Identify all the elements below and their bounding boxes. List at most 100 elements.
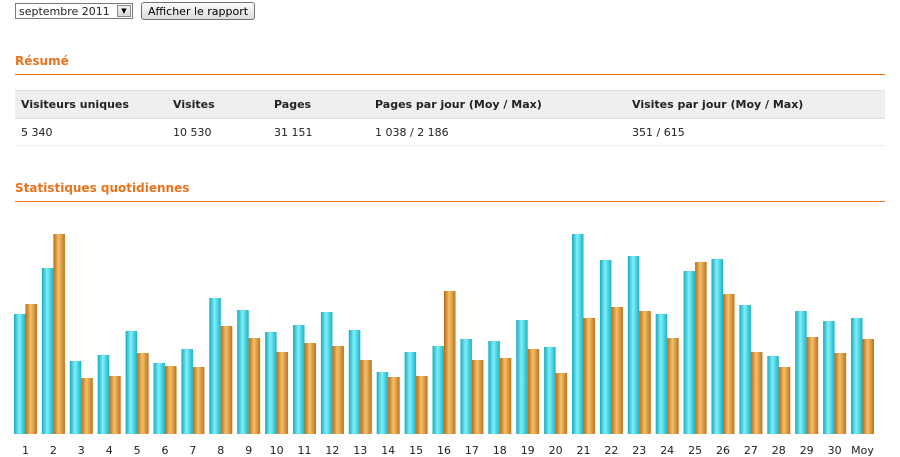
bar-5-series1 <box>125 331 138 434</box>
bar-18-series1 <box>488 341 500 434</box>
bar-26-series2 <box>723 294 735 434</box>
bar-11-series2 <box>304 343 316 434</box>
bar-15-series2 <box>416 376 428 434</box>
bar-10-series1 <box>265 332 277 434</box>
x-label-8: 8 <box>217 444 224 457</box>
x-label-20: 20 <box>549 444 563 457</box>
bar-24-series1 <box>655 314 668 434</box>
bar-13-series2 <box>360 360 372 434</box>
bar-17-series1 <box>460 339 472 434</box>
bar-27-series2 <box>750 352 763 434</box>
bar-21-series1 <box>572 234 584 434</box>
bar-Moy-series2 <box>862 339 874 434</box>
x-label-6: 6 <box>162 444 169 457</box>
x-label-2: 2 <box>50 444 57 457</box>
bar-24-series2 <box>667 338 679 434</box>
x-label-5: 5 <box>134 444 141 457</box>
bar-6-series2 <box>165 366 177 434</box>
bar-8-series1 <box>209 298 221 434</box>
x-label-7: 7 <box>189 444 196 457</box>
x-label-12: 12 <box>325 444 339 457</box>
bar-12-series2 <box>332 346 344 434</box>
bar-9-series1 <box>237 310 249 434</box>
x-label-10: 10 <box>270 444 284 457</box>
x-label-18: 18 <box>493 444 507 457</box>
month-select-value: septembre 2011 <box>19 4 110 18</box>
x-label-4: 4 <box>106 444 113 457</box>
x-label-25: 25 <box>688 444 702 457</box>
x-label-13: 13 <box>353 444 367 457</box>
bar-13-series1 <box>348 330 361 434</box>
show-report-button[interactable]: Afficher le rapport <box>141 2 256 20</box>
x-label-29: 29 <box>800 444 814 457</box>
bar-30-series2 <box>834 353 847 434</box>
bar-8-series2 <box>220 326 233 434</box>
summary-values-row: 5 340 10 530 31 151 1 038 / 2 186 351 / … <box>15 118 885 146</box>
chevron-down-icon[interactable]: ▼ <box>117 5 131 17</box>
bar-26-series1 <box>711 259 723 434</box>
bar-29-series1 <box>795 311 807 434</box>
bar-11-series1 <box>293 325 305 434</box>
value-visits-per-day: 351 / 615 <box>626 118 885 146</box>
bar-10-series2 <box>276 352 289 434</box>
bar-30-series1 <box>823 321 835 434</box>
x-label-11: 11 <box>298 444 312 457</box>
x-label-17: 17 <box>465 444 479 457</box>
value-pages: 31 151 <box>268 118 369 146</box>
bar-4-series2 <box>109 376 121 434</box>
bar-17-series2 <box>471 360 484 434</box>
daily-stats-chart: 1 2 3 4 5 6 7 8 9 10 11 12 13 14 15 16 17 18 19 20 21 22 23 24 2… <box>14 234 874 457</box>
x-label-21: 21 <box>577 444 591 457</box>
bar-Moy-series1 <box>851 318 863 434</box>
bar-16-series2 <box>444 291 456 434</box>
x-label-26: 26 <box>716 444 730 457</box>
x-label-30: 30 <box>828 444 842 457</box>
chart-bars <box>14 234 874 434</box>
bar-22-series2 <box>611 307 623 434</box>
bar-14-series2 <box>388 377 400 434</box>
bar-23-series1 <box>627 256 640 434</box>
x-label-14: 14 <box>381 444 395 457</box>
x-label-Moy: Moy <box>851 444 874 457</box>
bar-15-series1 <box>404 352 417 434</box>
bar-3-series2 <box>81 378 93 434</box>
bar-20-series2 <box>555 373 568 434</box>
month-select[interactable]: septembre 2011 ▼ <box>15 3 133 19</box>
bar-27-series1 <box>739 305 751 434</box>
summary-header-row: Visiteurs uniques Visites Pages Pages pa… <box>15 90 885 119</box>
bar-29-series2 <box>806 337 819 434</box>
bar-18-series2 <box>499 358 512 434</box>
x-label-22: 22 <box>604 444 618 457</box>
value-visits: 10 530 <box>167 118 268 146</box>
x-label-3: 3 <box>78 444 85 457</box>
toolbar: septembre 2011 ▼ Afficher le rapport <box>15 2 256 20</box>
bar-22-series1 <box>599 260 612 434</box>
x-label-9: 9 <box>245 444 252 457</box>
bar-25-series1 <box>683 271 696 434</box>
daily-stats-title: Statistiques quotidiennes <box>15 181 885 202</box>
x-label-27: 27 <box>744 444 758 457</box>
bar-1-series1 <box>14 314 26 434</box>
header-unique-visitors: Visiteurs uniques <box>15 90 167 119</box>
bar-1-series2 <box>25 304 37 434</box>
x-label-24: 24 <box>660 444 674 457</box>
x-label-1: 1 <box>22 444 29 457</box>
bar-4-series1 <box>97 355 110 434</box>
bar-2-series1 <box>41 268 54 434</box>
header-visits-per-day: Visites par jour (Moy / Max) <box>626 90 885 119</box>
summary-table: Visiteurs uniques Visites Pages Pages pa… <box>15 90 885 146</box>
bar-7-series1 <box>181 349 193 434</box>
x-label-15: 15 <box>409 444 423 457</box>
bar-28-series1 <box>767 356 779 434</box>
value-unique-visitors: 5 340 <box>15 118 167 146</box>
bar-16-series1 <box>432 346 444 434</box>
bar-5-series2 <box>137 353 149 434</box>
summary-section-title: Résumé <box>15 54 885 75</box>
bar-3-series1 <box>69 361 82 434</box>
bar-28-series2 <box>778 367 791 434</box>
bar-14-series1 <box>376 372 389 434</box>
bar-20-series1 <box>544 347 556 434</box>
bar-21-series2 <box>583 318 595 434</box>
bar-25-series2 <box>695 262 707 434</box>
bar-9-series2 <box>248 338 261 434</box>
